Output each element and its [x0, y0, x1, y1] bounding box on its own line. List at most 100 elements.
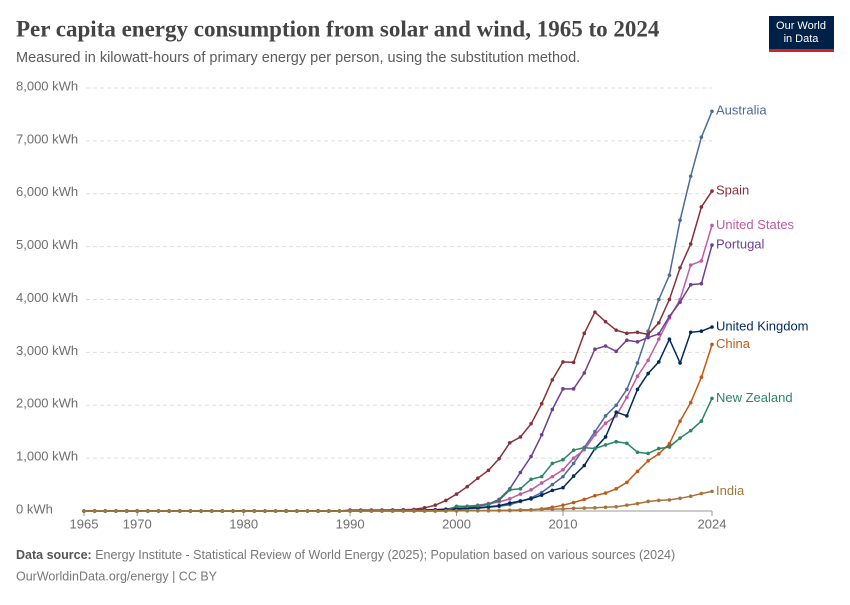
data-point — [603, 443, 608, 447]
data-point — [582, 506, 587, 510]
data-point — [678, 361, 682, 365]
data-point — [710, 243, 714, 247]
data-point — [614, 486, 619, 491]
data-point — [561, 507, 565, 511]
source-label: Data source: — [16, 548, 92, 562]
series — [82, 325, 714, 513]
data-point — [539, 481, 544, 485]
series-label: China — [716, 336, 751, 351]
series — [82, 243, 714, 513]
data-point — [199, 509, 203, 513]
data-point — [550, 507, 555, 511]
data-point — [454, 508, 459, 513]
logo-box — [769, 16, 834, 52]
data-point — [550, 407, 555, 412]
data-point — [476, 503, 480, 508]
data-point — [156, 509, 161, 513]
series — [82, 189, 714, 513]
data-point — [678, 218, 682, 222]
data-point — [177, 509, 182, 513]
data-point — [529, 477, 533, 482]
series-label: Australia — [716, 103, 767, 118]
data-point — [603, 344, 608, 348]
data-point — [678, 300, 682, 304]
data-point — [571, 506, 576, 511]
data-point — [465, 508, 469, 513]
footer-url[interactable]: OurWorldinData.org/energy | CC BY — [16, 569, 218, 583]
data-point — [507, 440, 512, 445]
series — [82, 342, 714, 513]
data-point — [263, 509, 267, 513]
data-point — [635, 450, 640, 455]
chart-title: Per capita energy consumption from solar… — [16, 16, 660, 41]
data-point — [625, 395, 629, 400]
data-point — [284, 509, 289, 513]
data-point — [625, 503, 629, 507]
series — [82, 223, 714, 513]
data-point — [635, 387, 640, 392]
x-tick-label: 2000 — [442, 516, 471, 531]
data-point — [614, 403, 619, 408]
logo[interactable]: Our World in Data — [769, 16, 834, 52]
data-point — [667, 314, 672, 319]
data-point — [635, 361, 640, 365]
data-point — [646, 499, 650, 504]
data-point — [518, 470, 523, 475]
data-point — [603, 319, 608, 324]
footer-source: Data source: Energy Institute - Statisti… — [16, 548, 675, 562]
data-point — [507, 488, 512, 492]
data-point — [625, 387, 629, 392]
data-point — [656, 360, 661, 364]
y-tick-label: 7,000 kWh — [16, 131, 78, 146]
series-line — [84, 344, 713, 512]
data-point — [678, 496, 682, 501]
data-point — [433, 509, 438, 513]
data-point — [124, 509, 129, 513]
data-point — [603, 491, 608, 495]
data-point — [539, 493, 544, 497]
data-point — [646, 458, 650, 463]
data-point — [688, 400, 693, 405]
data-point — [401, 509, 406, 513]
y-tick-label: 2,000 kWh — [16, 396, 78, 411]
data-point — [656, 337, 661, 341]
series-line — [84, 225, 713, 512]
series-line — [84, 490, 713, 512]
series-label: United States — [716, 217, 795, 232]
data-point — [422, 509, 427, 513]
data-point — [252, 509, 257, 513]
data-point — [699, 281, 704, 286]
data-point — [497, 503, 501, 508]
series-label: Spain — [716, 183, 749, 198]
series-label: India — [716, 483, 745, 498]
data-point — [667, 498, 672, 502]
data-point — [656, 498, 661, 503]
data-point — [465, 484, 469, 489]
data-point — [92, 509, 97, 513]
data-point — [518, 508, 523, 512]
data-point — [454, 492, 459, 496]
data-point — [571, 461, 576, 466]
data-point — [561, 387, 565, 391]
data-point — [688, 242, 693, 246]
data-point — [550, 488, 555, 493]
series-label: United Kingdom — [716, 318, 809, 333]
data-point — [561, 485, 565, 490]
data-point — [82, 509, 86, 513]
data-point — [646, 329, 650, 334]
data-point — [614, 439, 619, 444]
data-point — [625, 441, 629, 446]
data-point — [167, 509, 171, 513]
data-point — [571, 387, 576, 391]
logo-text: Our World — [776, 20, 826, 32]
data-point — [699, 491, 704, 496]
data-point — [539, 490, 544, 495]
data-point — [561, 503, 565, 507]
data-point — [667, 297, 672, 302]
data-point — [635, 374, 640, 378]
series-line — [84, 244, 713, 512]
series-line — [84, 111, 713, 512]
chart-subtitle: Measured in kilowatt-hours of primary en… — [16, 50, 580, 66]
data-point — [337, 509, 342, 513]
